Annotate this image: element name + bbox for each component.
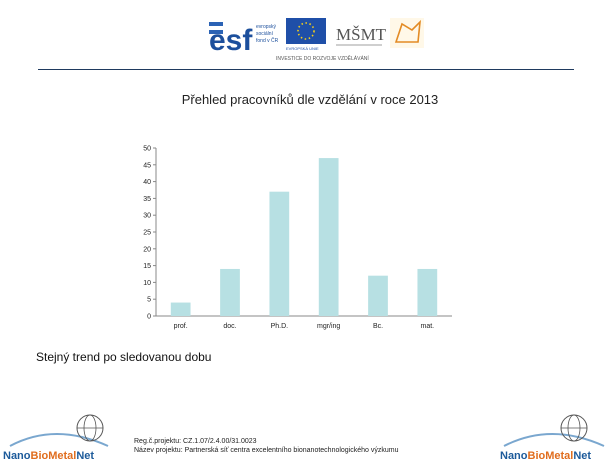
esf-logo: esf evropský sociální fond v ČR <box>208 16 279 57</box>
eu-flag-logo: EVROPSKÁ UNIE <box>286 18 326 51</box>
op-vk-logo <box>390 18 424 48</box>
msmt-label: MŠMT <box>336 25 387 44</box>
esf-logo-line: sociální <box>256 31 274 37</box>
esf-logo-line: fond v ČR <box>256 37 279 44</box>
x-tick-label: mat. <box>421 323 435 330</box>
svg-text:NanoBioMetalNet: NanoBioMetalNet <box>500 450 591 461</box>
bar <box>269 191 290 316</box>
y-tick-label: 20 <box>143 246 151 253</box>
svg-text:esf: esf <box>209 24 253 57</box>
y-tick-label: 25 <box>143 230 151 237</box>
header-logo-strip: esf evropský sociální fond v ČR EVROPSKÁ… <box>208 16 424 62</box>
x-tick-label: prof. <box>174 323 188 330</box>
y-tick-label: 0 <box>147 314 151 321</box>
bar <box>417 268 438 316</box>
x-tick-label: mgr/ing <box>317 323 340 330</box>
footer-name-line: Název projektu: Partnerská síť centra ex… <box>134 447 399 454</box>
bar <box>170 302 191 316</box>
y-tick-label: 35 <box>143 196 151 203</box>
y-tick-label: 5 <box>147 297 151 304</box>
y-tick-label: 45 <box>143 162 151 169</box>
y-tick-label: 10 <box>143 280 151 287</box>
eu-label: EVROPSKÁ UNIE <box>286 46 319 51</box>
bar <box>318 158 339 316</box>
y-tick-label: 15 <box>143 263 151 270</box>
footer-project-info: Reg.č.projektu: CZ.1.07/2.4.00/31.0023 N… <box>134 437 399 455</box>
chart-title: Přehled pracovníků dle vzdělání v roce 2… <box>181 92 439 107</box>
esf-logo-line: evropský <box>256 24 277 30</box>
y-tick-label: 40 <box>143 179 151 186</box>
slide-text: Stejný trend po sledovanou dobu <box>36 350 212 364</box>
logo-caption: INVESTICE DO ROZVOJE VZDĚLÁVÁNÍ <box>276 54 369 62</box>
bar <box>368 275 388 316</box>
x-tick-label: Ph.D. <box>271 323 289 330</box>
x-tick-label: doc. <box>223 323 236 330</box>
y-tick-label: 50 <box>143 146 151 153</box>
x-tick-label: Bc. <box>373 323 383 330</box>
bar-chart: 0 5 10 15 20 25 30 35 40 45 50 prof. doc. Ph.D. mgr/in… <box>143 146 452 330</box>
msmt-logo: MŠMT <box>336 25 387 46</box>
footer-reg-line: Reg.č.projektu: CZ.1.07/2.4.00/31.0023 <box>134 438 257 445</box>
nanobiometalnet-logo-left: NanoBioMetalNet <box>3 414 109 461</box>
nanobiometalnet-logo-right: NanoBioMetalNet <box>500 414 605 461</box>
bar <box>220 268 240 316</box>
header-rule <box>38 69 574 70</box>
y-tick-label: 30 <box>143 213 151 220</box>
svg-text:NanoBioMetalNet: NanoBioMetalNet <box>3 450 94 461</box>
